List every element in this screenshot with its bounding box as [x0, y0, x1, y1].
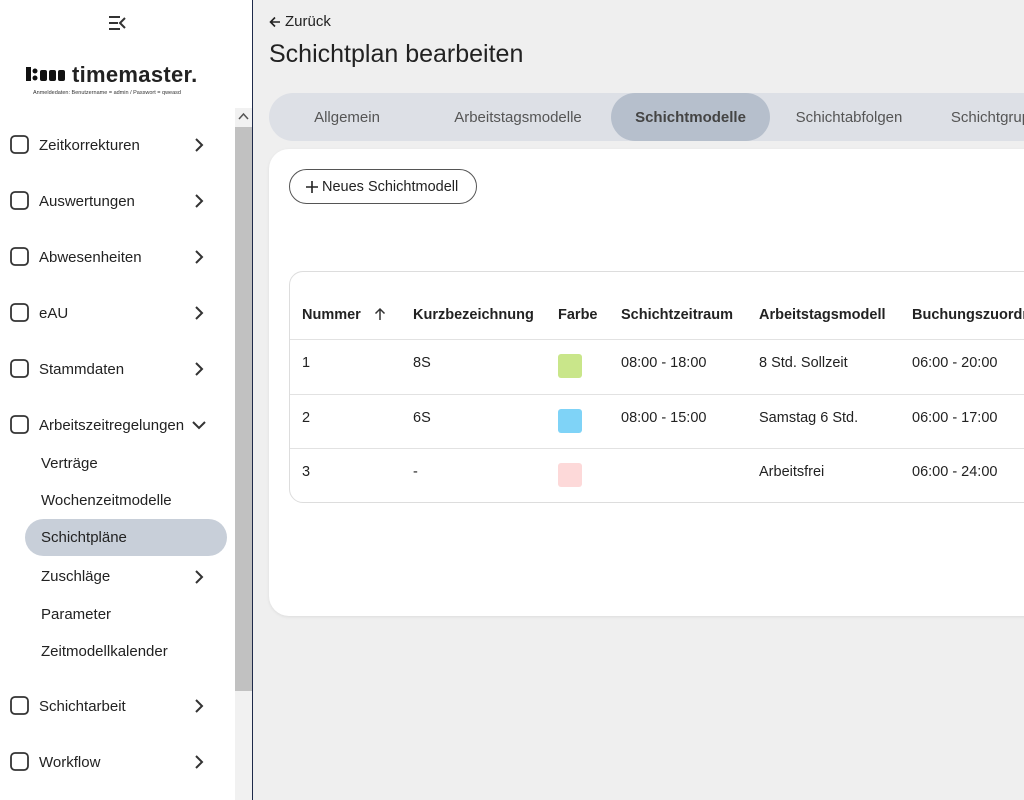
table-cell: Arbeitsfrei: [759, 464, 825, 480]
row-divider: [290, 394, 1024, 395]
table-cell: 8S: [413, 355, 431, 371]
sort-icon: [374, 307, 386, 326]
card: Neues Schichtmodell Nummer Kurzbezeichnun…: [269, 149, 1024, 616]
back-text: Zurück: [285, 13, 331, 30]
table-cell: 08:00 - 15:00: [621, 410, 707, 426]
login-hint: Anmeldedaten: Benutzername = admin / Pas…: [33, 90, 181, 96]
tab[interactable]: Schichtabfolgen: [795, 108, 903, 126]
menu-icon: [10, 247, 29, 266]
chevron: [195, 569, 204, 584]
color-swatch: [558, 354, 582, 378]
menu-item[interactable]: Auswertungen: [0, 181, 235, 221]
menu-icon: [10, 752, 29, 771]
color-swatch: [558, 409, 582, 433]
sidebar: timemaster. Anmeldedaten: Benutzername =…: [0, 0, 253, 800]
chevron: [195, 362, 204, 376]
back-link[interactable]: Zurück: [269, 13, 331, 30]
submenu-item[interactable]: Zuschläge: [25, 558, 227, 595]
table: Nummer Kurzbezeichnung Farbe Schichtzeitrau…: [289, 271, 1024, 503]
menu-label: Schichtarbeit: [39, 697, 126, 715]
table-cell: 06:00 - 20:00: [912, 355, 998, 371]
table-cell: Samstag 6 Std.: [759, 410, 859, 426]
chevron: [195, 250, 204, 264]
table-cell: 08:00 - 18:00: [621, 355, 707, 371]
submenu-item[interactable]: Zeitmodellkalender: [25, 633, 227, 670]
submenu-label: Schichtpläne: [41, 529, 127, 546]
menu-label: eAU: [39, 304, 69, 322]
submenu-label: Zuschläge: [41, 568, 111, 585]
menu-item[interactable]: Abwesenheiten: [0, 237, 235, 277]
menu-label: Workflow: [39, 753, 101, 771]
submenu-label: Wochenzeitmodelle: [41, 492, 172, 509]
chevron: [195, 194, 204, 208]
column-header[interactable]: Schichtzeitraum: [621, 307, 733, 323]
table-cell: -: [413, 464, 418, 480]
table-cell: 06:00 - 17:00: [912, 410, 998, 426]
menu-label: Arbeitszeitregelungen: [39, 416, 185, 434]
row-divider: [290, 339, 1024, 340]
menu-icon: [10, 359, 29, 378]
table-cell: 3: [302, 464, 311, 480]
table-cell: 06:00 - 24:00: [912, 464, 998, 480]
submenu-item[interactable]: Verträge: [25, 445, 227, 482]
column-header[interactable]: Kurzbezeichnung: [413, 307, 534, 323]
table-cell: 1: [302, 355, 311, 371]
logo-mark: [26, 67, 65, 81]
chevron: [192, 421, 206, 430]
tab[interactable]: Schichtmodelle: [611, 93, 770, 141]
menu-label: Zeitkorrekturen: [39, 136, 140, 154]
scrollbar-thumb[interactable]: [235, 127, 252, 691]
menu-label: Abwesenheiten: [39, 248, 142, 266]
menu-item[interactable]: Stammdaten: [0, 349, 235, 389]
menu-icon: [10, 191, 29, 210]
menu-item[interactable]: Zeitkorrekturen: [0, 125, 235, 165]
submenu-item[interactable]: Parameter: [25, 596, 227, 633]
chevron: [195, 138, 204, 152]
submenu-label: Parameter: [41, 606, 112, 623]
logo: timemaster.: [72, 62, 198, 87]
column-header[interactable]: Arbeitstagsmodell: [759, 307, 886, 323]
menu-icon: [10, 696, 29, 715]
menu-item[interactable]: Arbeitszeitregelungen: [0, 405, 235, 445]
new-button[interactable]: Neues Schichtmodell: [289, 169, 477, 204]
chevron: [195, 699, 204, 713]
menu-toggle[interactable]: [107, 14, 127, 32]
column-header[interactable]: Buchungszuordnung: [912, 307, 1024, 323]
column-header[interactable]: Nummer: [302, 307, 361, 323]
chevron: [195, 755, 204, 769]
menu-label: Auswertungen: [39, 192, 135, 210]
row-divider: [290, 448, 1024, 449]
tab-bar: Allgemein Arbeitstagsmodelle Schichtmodell…: [269, 93, 1024, 141]
scrollbar: [235, 108, 252, 800]
table-cell: 8 Std. Sollzeit: [759, 355, 848, 371]
submenu-item[interactable]: Schichtpläne: [25, 519, 227, 556]
menu-icon: [10, 135, 29, 154]
new-button-text: Neues Schichtmodell: [322, 178, 459, 195]
menu-item[interactable]: Workflow: [0, 742, 235, 782]
page-title: Schichtplan bearbeiten: [269, 40, 524, 68]
column-header[interactable]: Farbe: [558, 307, 598, 323]
menu-item[interactable]: Schichtarbeit: [0, 686, 235, 726]
menu-label: Stammdaten: [39, 360, 125, 378]
submenu-label: Verträge: [41, 455, 98, 472]
color-swatch: [558, 463, 582, 487]
submenu-item[interactable]: Wochenzeitmodelle: [25, 482, 227, 519]
tab[interactable]: Schichtgruppen: [950, 108, 1024, 126]
menu-item[interactable]: eAU: [0, 293, 235, 333]
submenu-label: Zeitmodellkalender: [41, 643, 168, 660]
table-cell: 2: [302, 410, 311, 426]
menu-icon: [10, 303, 29, 322]
tab[interactable]: Arbeitstagsmodelle: [454, 108, 582, 126]
main: Zurück Schichtplan bearbeiten Allgemein A…: [253, 0, 1024, 800]
menu-icon: [10, 415, 29, 434]
table-cell: 6S: [413, 410, 431, 426]
chevron: [195, 306, 204, 320]
tab[interactable]: Allgemein: [314, 108, 380, 126]
